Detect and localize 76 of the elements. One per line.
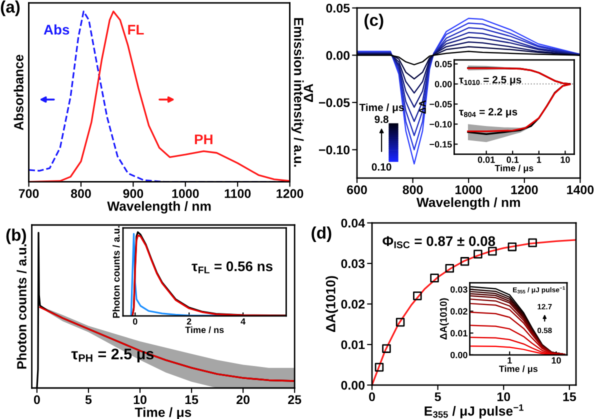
x-tick-label: 1200 xyxy=(511,185,538,194)
x-tick-label: 5 xyxy=(434,392,441,402)
x-tick-label: 25 xyxy=(288,395,302,404)
x-tick-label: 0 xyxy=(34,395,40,404)
x-axis-title: Wavelength / nm xyxy=(107,201,211,214)
y-tick-label: −0.05 xyxy=(430,101,452,108)
annotation: Φ$_{ISC}$ = 0.87 ± 0.08 xyxy=(382,236,496,248)
x-tick-label: 10 xyxy=(497,392,510,402)
chart-title: (d) xyxy=(312,226,332,242)
x-tick-label: 600 xyxy=(347,185,367,194)
annotation: τ$_{FL}$ = 0.56 ns xyxy=(192,261,272,274)
y-tick-label: −0.10 xyxy=(318,146,350,154)
x-tick-label: 800 xyxy=(70,189,91,198)
x-axis-title: E$_{355}$ / μJ pulse$^{−1}$ xyxy=(424,404,524,418)
x-tick-label: 15 xyxy=(563,392,576,402)
x-tick-label: 1000 xyxy=(455,185,482,194)
y-tick-label: −0.10 xyxy=(430,121,452,128)
y-tick-label: 0.05 xyxy=(434,60,452,68)
x-tick-label: 900 xyxy=(123,189,144,198)
x-tick-label: 800 xyxy=(402,185,423,194)
x-axis-title: Wavelength / nm xyxy=(416,197,520,210)
x-tick-label: 1200 xyxy=(276,189,304,198)
x-axis-title: Time / ns xyxy=(185,326,224,334)
y-tick-label: 0.05 xyxy=(326,4,350,13)
y-tick-label: 0.03 xyxy=(450,286,468,293)
y-axis-title: ΔA xyxy=(419,100,426,114)
x-tick-label: 10 xyxy=(560,156,570,163)
y-tick-label: 0.01 xyxy=(341,340,365,350)
x-tick-label: 1400 xyxy=(567,185,594,194)
y-axis-title: Absorbance xyxy=(14,54,24,130)
y-axis-title: ΔA(1010) xyxy=(440,298,449,340)
x-tick-label: 20 xyxy=(236,395,250,404)
x-tick-label: 700 xyxy=(18,189,39,198)
x-tick-label: 0 xyxy=(369,392,375,402)
series-label: Abs xyxy=(44,24,70,35)
series-label: FL xyxy=(128,24,144,34)
chart-title: (c) xyxy=(364,14,384,30)
chart-title: (b) xyxy=(6,228,26,244)
x-tick-label: 10 xyxy=(134,395,146,404)
annotation: τ$_{1010}$ = 2.5 μs xyxy=(459,76,522,86)
y-tick-label: 0.00 xyxy=(341,380,365,390)
x-tick-label: 0 xyxy=(132,318,138,325)
x-tick-label: 0.01 xyxy=(478,156,495,163)
y-axis-title: ΔA(1010) xyxy=(326,276,338,332)
y-tick-label: 0.00 xyxy=(450,352,468,358)
y2-axis-title: Emission intensity / a.u. xyxy=(291,18,304,167)
x-axis-title: Time / μs xyxy=(494,164,534,174)
x-tick-label: 4 xyxy=(240,318,246,325)
x-tick-label: 1 xyxy=(536,156,542,163)
y-tick-label: 0.00 xyxy=(326,51,350,60)
x-axis-title: Time / μs xyxy=(499,365,538,374)
x-tick-label: 0.1 xyxy=(506,156,519,163)
chart-title: (a) xyxy=(0,0,20,16)
y-tick-label: 0.00 xyxy=(434,80,452,88)
x-tick-label: 1000 xyxy=(172,189,199,198)
x-tick-label: 15 xyxy=(185,395,198,404)
y-tick-label: 0.04 xyxy=(341,218,365,228)
y-axis-title: ΔA xyxy=(304,84,313,102)
y-tick-label: −0.15 xyxy=(430,141,452,148)
x-tick-label: 10 xyxy=(552,357,561,364)
y-tick-label: 0.03 xyxy=(341,259,365,268)
y-tick-label: 0.02 xyxy=(341,300,365,309)
annotation: PH xyxy=(194,134,212,144)
y-tick-label: 0.01 xyxy=(450,330,468,336)
y-axis-title: Photon counts / a.u. xyxy=(112,226,120,318)
x-tick-label: 1 xyxy=(508,357,512,364)
x-tick-label: 2 xyxy=(186,318,192,325)
annotation: 9.8 xyxy=(374,116,388,124)
x-tick-label: 1100 xyxy=(224,189,251,198)
x-tick-label: 5 xyxy=(85,395,92,404)
annotation: τ$_{804}$ = 2.2 μs xyxy=(459,108,518,118)
y-tick-label: 0.02 xyxy=(450,308,468,315)
y-axis-title: Photon counts / a.u. xyxy=(16,244,27,369)
y-tick-label: −0.05 xyxy=(318,98,350,108)
annotation: τ$_{PH}$ = 2.5 μs xyxy=(71,348,154,362)
annotation: 0.10 xyxy=(372,163,392,171)
